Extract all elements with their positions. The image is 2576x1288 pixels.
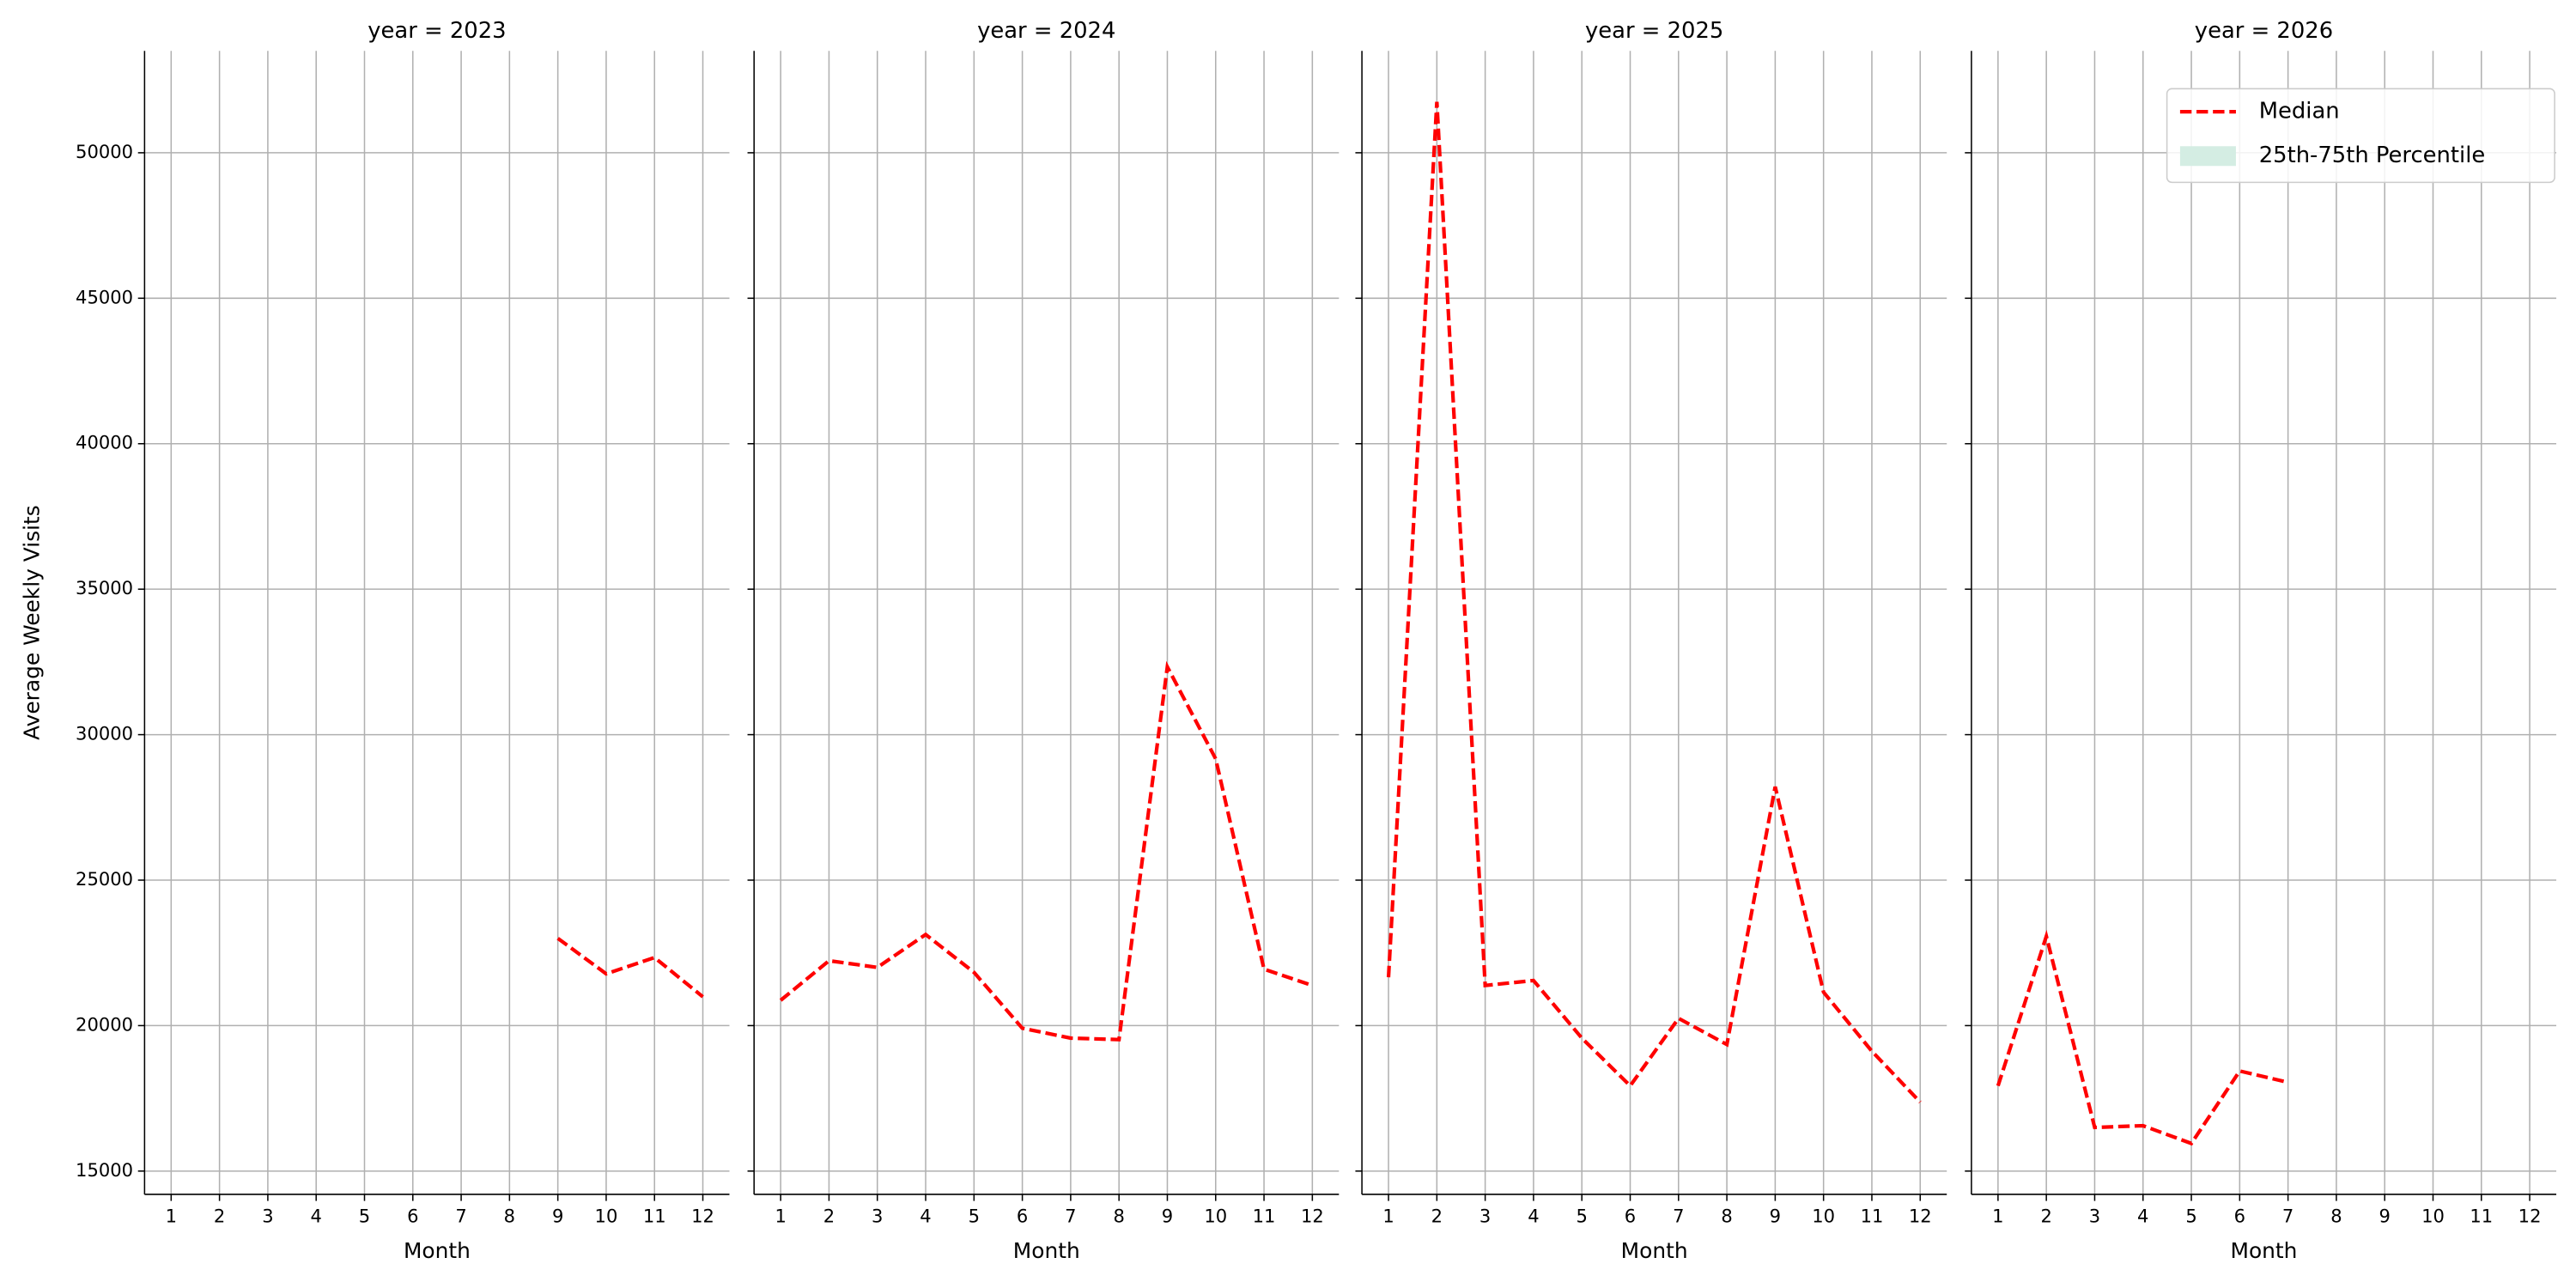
legend-label: Median [2259, 99, 2340, 125]
x-tick-label: 2 [2040, 1206, 2051, 1227]
y-tick-label: 15000 [76, 1159, 133, 1181]
x-tick-label: 12 [691, 1206, 714, 1227]
x-tick-label: 9 [2379, 1206, 2391, 1227]
x-tick-label: 10 [2421, 1206, 2445, 1227]
x-tick-label: 8 [504, 1206, 515, 1227]
x-tick-label: 5 [969, 1206, 980, 1227]
panel-title: year = 2025 [1585, 18, 1723, 44]
x-tick-label: 2 [1431, 1206, 1443, 1227]
x-tick-label: 9 [1162, 1206, 1173, 1227]
x-tick-label: 10 [595, 1206, 618, 1227]
legend-box [2166, 88, 2555, 184]
x-tick-label: 4 [920, 1206, 931, 1227]
x-tick-label: 12 [1909, 1206, 1932, 1227]
x-tick-label: 3 [2089, 1206, 2100, 1227]
y-tick-label: 25000 [76, 868, 133, 890]
y-tick-label: 30000 [76, 723, 133, 744]
x-tick-label: 7 [2282, 1206, 2293, 1227]
x-axis-label: Month [404, 1238, 471, 1263]
x-tick-label: 5 [2185, 1206, 2196, 1227]
x-tick-label: 4 [1528, 1206, 1539, 1227]
x-tick-label: 2 [214, 1206, 225, 1227]
x-tick-label: 5 [1577, 1206, 1588, 1227]
x-tick-label: 6 [2234, 1206, 2245, 1227]
x-tick-label: 1 [1992, 1206, 2003, 1227]
x-tick-label: 12 [1301, 1206, 1324, 1227]
x-axis-label: Month [1013, 1238, 1080, 1263]
x-tick-label: 6 [407, 1206, 418, 1227]
panel-title: year = 2026 [2195, 18, 2333, 44]
x-tick-label: 5 [359, 1206, 370, 1227]
median-line [1996, 929, 2289, 1146]
x-tick-label: 2 [823, 1206, 835, 1227]
y-tick-label: 40000 [76, 432, 133, 453]
y-tick-label: 35000 [76, 577, 133, 598]
panel-title: year = 2024 [977, 18, 1115, 44]
x-tick-label: 11 [1861, 1206, 1884, 1227]
x-tick-label: 8 [1113, 1206, 1124, 1227]
x-tick-label: 9 [552, 1206, 563, 1227]
panel-title: year = 2023 [368, 18, 506, 44]
x-tick-label: 12 [2518, 1206, 2542, 1227]
x-tick-label: 10 [1204, 1206, 1227, 1227]
x-tick-label: 7 [1673, 1206, 1684, 1227]
x-tick-label: 6 [1017, 1206, 1028, 1227]
x-tick-label: 1 [775, 1206, 786, 1227]
x-axis-label: Month [1621, 1238, 1688, 1263]
x-tick-label: 1 [1382, 1206, 1394, 1227]
x-tick-label: 3 [262, 1206, 273, 1227]
x-tick-label: 7 [1065, 1206, 1076, 1227]
y-tick-label: 20000 [76, 1013, 133, 1035]
y-tick-label: 45000 [76, 286, 133, 307]
x-tick-label: 6 [1625, 1206, 1636, 1227]
x-tick-label: 3 [872, 1206, 883, 1227]
x-tick-label: 1 [166, 1206, 177, 1227]
legend-label: 25th-75th Percentile [2259, 143, 2486, 168]
y-axis-label: Average Weekly Visits [19, 505, 44, 740]
x-tick-label: 7 [455, 1206, 466, 1227]
x-tick-label: 8 [1721, 1206, 1732, 1227]
median-line [1386, 101, 1922, 1103]
x-tick-label: 11 [1253, 1206, 1276, 1227]
x-tick-label: 9 [1770, 1206, 1781, 1227]
x-tick-label: 3 [1479, 1206, 1491, 1227]
median-line [556, 937, 704, 999]
x-tick-label: 11 [2470, 1206, 2493, 1227]
x-tick-label: 11 [643, 1206, 666, 1227]
x-tick-label: 4 [311, 1206, 322, 1227]
legend-swatch [2179, 146, 2236, 167]
x-tick-label: 10 [1812, 1206, 1835, 1227]
y-tick-label: 50000 [76, 141, 133, 162]
median-line [779, 660, 1314, 1042]
x-tick-label: 8 [2330, 1206, 2342, 1227]
x-axis-label: Month [2231, 1238, 2298, 1263]
x-tick-label: 4 [2137, 1206, 2148, 1227]
